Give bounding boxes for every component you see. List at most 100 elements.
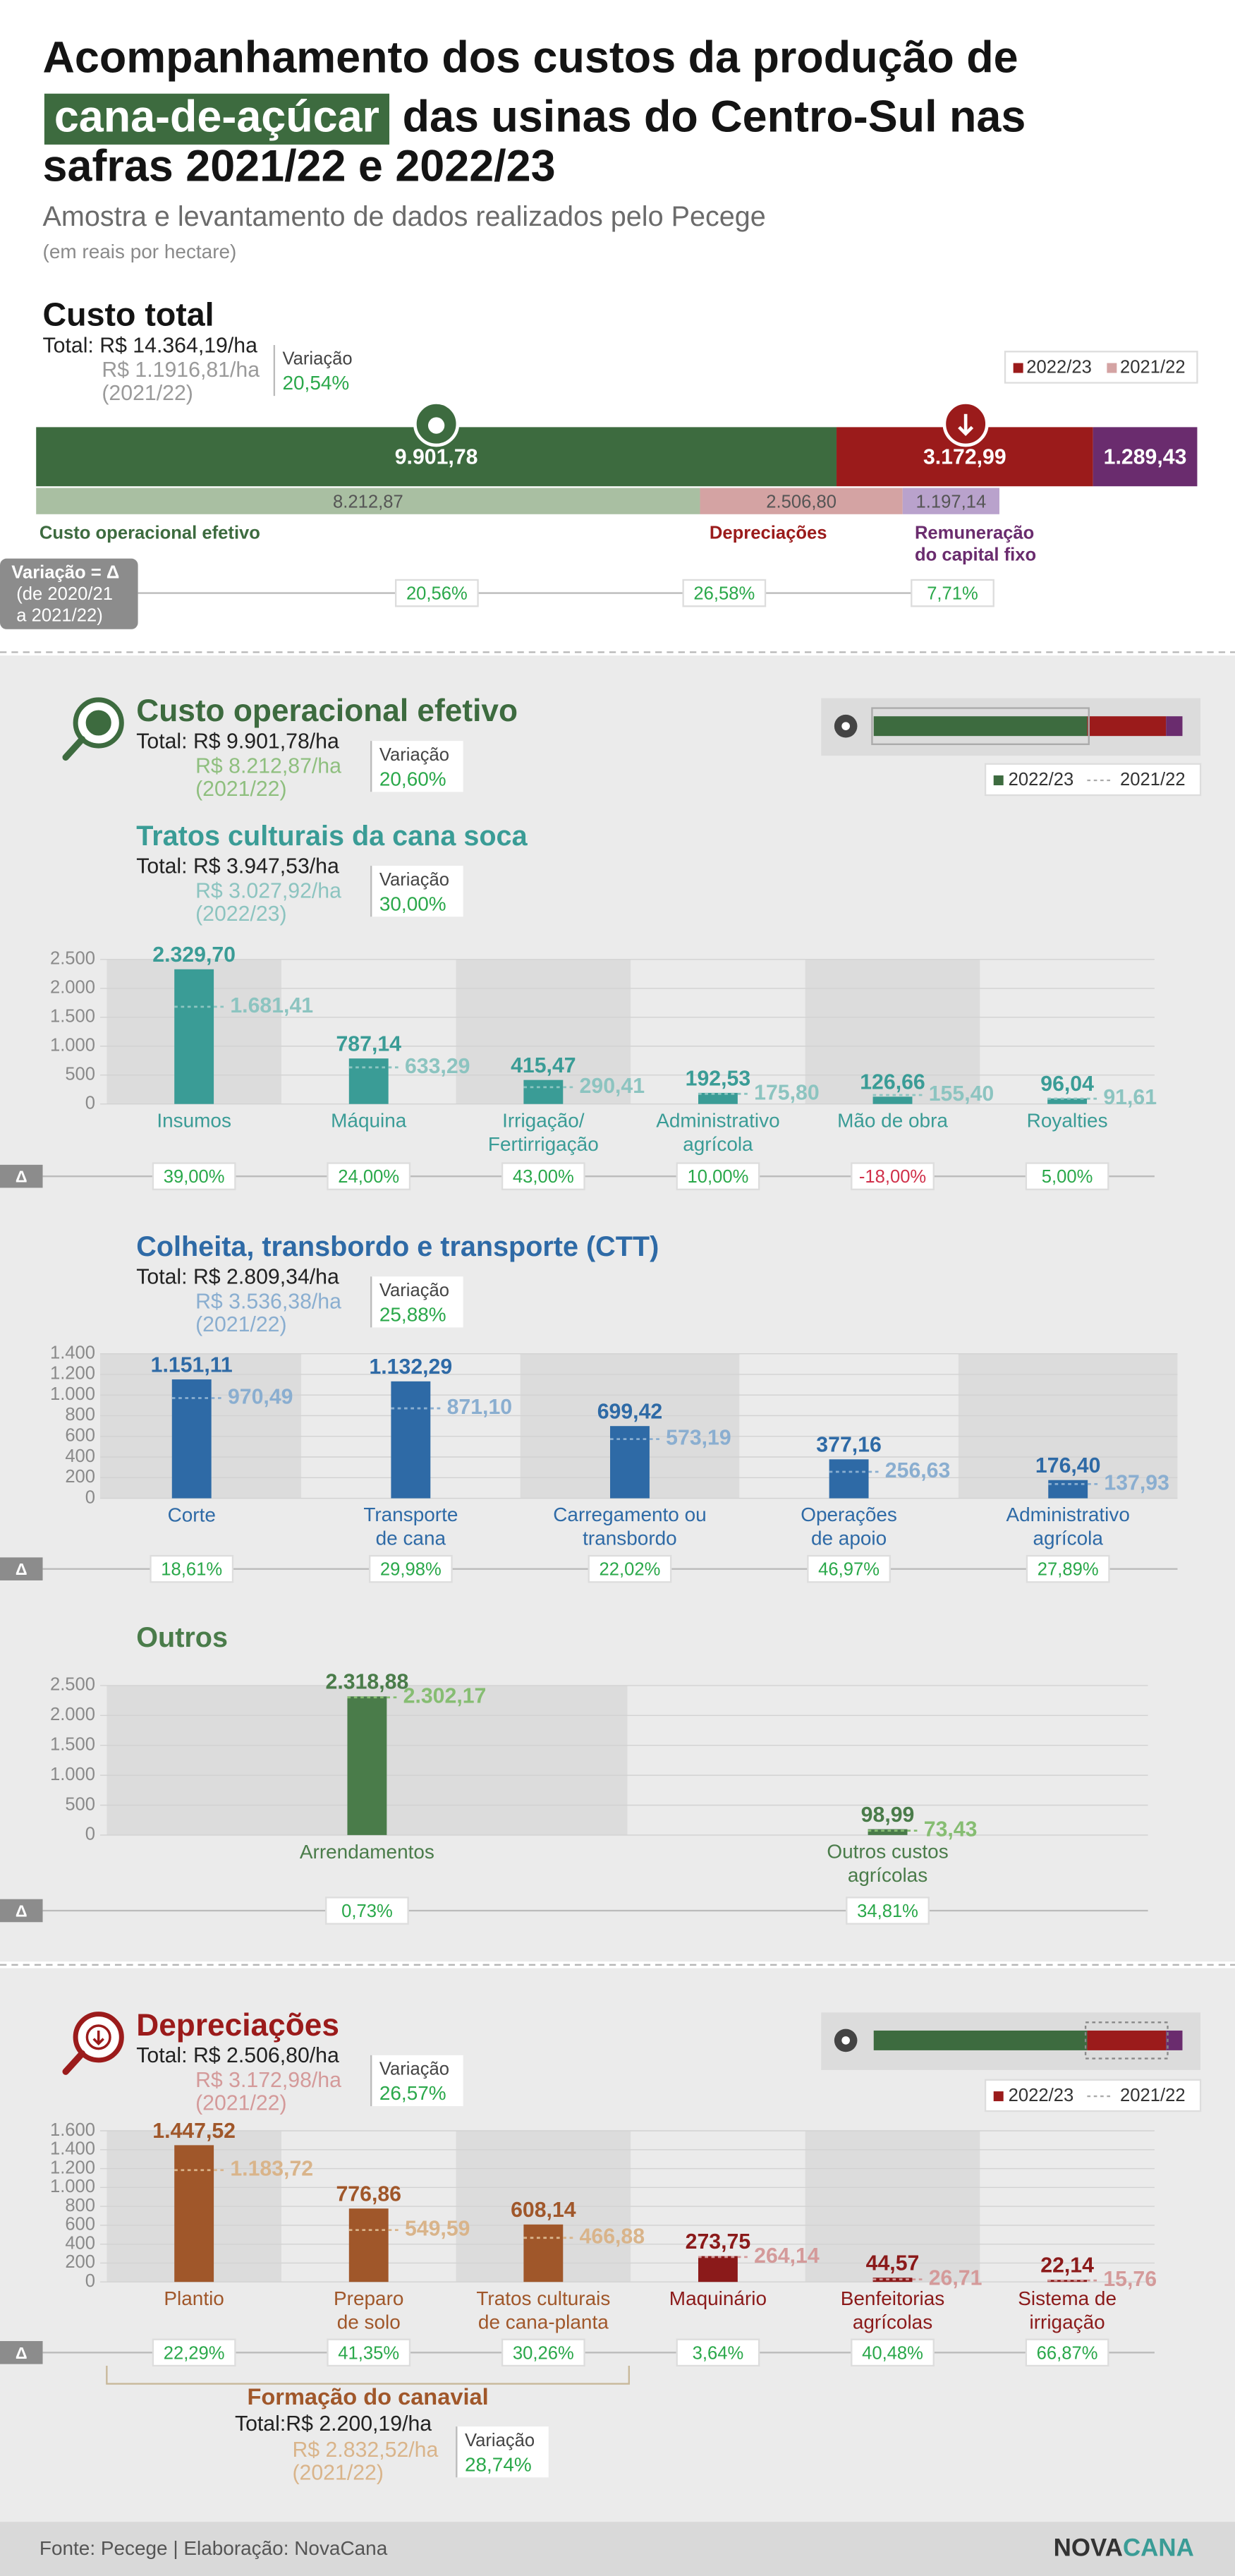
x-tick-label: Insumos: [157, 1110, 231, 1132]
previous-value-label: 175,80: [754, 1081, 820, 1104]
segment-value-label: 1.289,43: [1104, 446, 1187, 469]
delta-box: [588, 1554, 672, 1583]
delta-box: [152, 2338, 236, 2367]
previous-value-label: 73,43: [924, 1818, 978, 1842]
bar: [171, 1379, 212, 1499]
delta-value: 5,00%: [1042, 1167, 1093, 1187]
title: Acompanhamento dos custos da produção de: [43, 33, 1018, 83]
segment-value-label: 9.901,78: [395, 446, 478, 469]
text-line: de apoio: [811, 1528, 887, 1549]
legend-swatch: [993, 2091, 1004, 2102]
delta-box: [327, 2338, 411, 2367]
previous-total: R$ 3.172,98/ha: [195, 2069, 341, 2092]
delta-value: 66,87%: [1037, 2343, 1098, 2363]
previous-value-label: 264,14: [754, 2244, 820, 2268]
variation-value: 30,00%: [379, 893, 446, 914]
bar: [174, 2145, 214, 2282]
bar-value-label: 415,47: [511, 1054, 576, 1077]
text-line: Transporte: [363, 1504, 458, 1526]
delta-box: [501, 1162, 585, 1190]
bar-value-label: 96,04: [1040, 1072, 1094, 1096]
segment-value-label: 2.506,80: [766, 492, 836, 512]
variation-value: 20,60%: [379, 768, 446, 790]
delta-value: 7,71%: [927, 584, 978, 604]
y-tick-label: 600: [65, 2215, 95, 2235]
x-tick-label: Sistema de irrigação: [1018, 2287, 1117, 2333]
text-line: Tratos culturais: [476, 2287, 610, 2309]
segment-value-label: 1.197,14: [916, 492, 987, 512]
category-band: [958, 1353, 1178, 1499]
previous-value-label: 466,88: [580, 2225, 645, 2249]
y-tick-label: 500: [65, 1064, 95, 1084]
legend-label: 2021/22: [1120, 770, 1186, 790]
bar: [872, 1096, 913, 1104]
variation-label: Variação: [379, 870, 449, 890]
section-title: Depreciações: [136, 2008, 339, 2043]
delta-box: [676, 2338, 760, 2367]
delta-box: [1025, 2338, 1109, 2367]
text-line: de cana-planta: [478, 2311, 609, 2333]
separator-band: [0, 1961, 1235, 1969]
bar: [698, 2256, 738, 2282]
y-tick-label: 0: [85, 1825, 95, 1844]
delta-tag: [0, 558, 138, 629]
title-highlight-box: [44, 93, 390, 145]
icon-arrow-head: [92, 2038, 104, 2046]
bar-value-label: 98,99: [861, 1803, 915, 1827]
previous-period: (2021/22): [195, 1313, 287, 1336]
text-line: agrícola: [1033, 1528, 1103, 1549]
previous-value-label: 549,59: [405, 2218, 470, 2241]
logo-part: NOVA: [1054, 2534, 1123, 2562]
bar-value-label: 1.132,29: [369, 1355, 452, 1379]
segment-value-label: 3.172,99: [923, 446, 1006, 469]
bar-value-label: 192,53: [686, 1067, 751, 1090]
variation-box: [371, 866, 463, 917]
bar-value-label: 2.329,70: [152, 943, 236, 967]
y-tick-label: 1.000: [50, 2177, 95, 2196]
previous-value-label: 871,10: [447, 1396, 513, 1419]
stacked-segment: [700, 488, 903, 514]
previous-value-label: 155,40: [929, 1082, 994, 1106]
delta-period: (de 2020/21 a 2021/22): [16, 584, 113, 626]
bar: [523, 2224, 564, 2282]
footer-source: Fonte: Pecege | Elaboração: NovaCana: [39, 2537, 388, 2559]
text-line: (de 2020/21: [16, 584, 113, 604]
text-line: agrícola: [683, 1133, 753, 1155]
previous-period: (2021/22): [195, 2092, 287, 2115]
previous-value-label: 1.183,72: [230, 2158, 313, 2181]
x-tick-label: Corte: [168, 1504, 216, 1526]
delta-tag: [0, 1557, 43, 1580]
delta-value: 39,00%: [164, 1167, 225, 1187]
text-line: a 2021/22): [16, 605, 102, 625]
locator-pin-dot: [841, 722, 850, 730]
bar-value-label: 176,40: [1035, 1454, 1101, 1477]
title: safras 2021/22 e 2022/23: [43, 141, 556, 191]
bar: [1048, 1480, 1088, 1499]
section-title: Colheita, transbordo e transporte (CTT): [136, 1231, 659, 1262]
separator-band: [0, 648, 1235, 656]
y-tick-label: 600: [65, 1425, 95, 1445]
y-tick-label: 800: [65, 1405, 95, 1425]
delta-box: [851, 2338, 935, 2367]
locator-outline: [871, 707, 1090, 745]
delta-value: 26,58%: [693, 584, 755, 604]
variation-box: [371, 741, 463, 792]
x-tick-label: Outros custos agrícolas: [827, 1841, 948, 1887]
previous-period: (2021/22): [102, 382, 193, 405]
bar-value-label: 1.447,52: [152, 2120, 236, 2143]
legend-label: 2021/22: [1120, 2086, 1186, 2105]
bar: [610, 1426, 650, 1499]
previous-total: R$ 2.832,52/ha: [292, 2438, 438, 2462]
legend-label: 2021/22: [1120, 357, 1186, 377]
bar: [698, 1092, 738, 1104]
previous-total: R$ 3.027,92/ha: [195, 879, 341, 902]
category-band: [805, 959, 980, 1104]
icon-handle: [62, 736, 86, 761]
delta-box: [851, 1162, 935, 1190]
previous-value-label: 573,19: [666, 1427, 731, 1450]
x-tick-label: Carregamento ou transbordo: [553, 1504, 706, 1550]
delta-value: 24,00%: [338, 1167, 399, 1187]
icon-handle: [62, 2050, 86, 2075]
segment-icon-bag: [427, 417, 445, 434]
previous-period: (2021/22): [292, 2462, 384, 2485]
